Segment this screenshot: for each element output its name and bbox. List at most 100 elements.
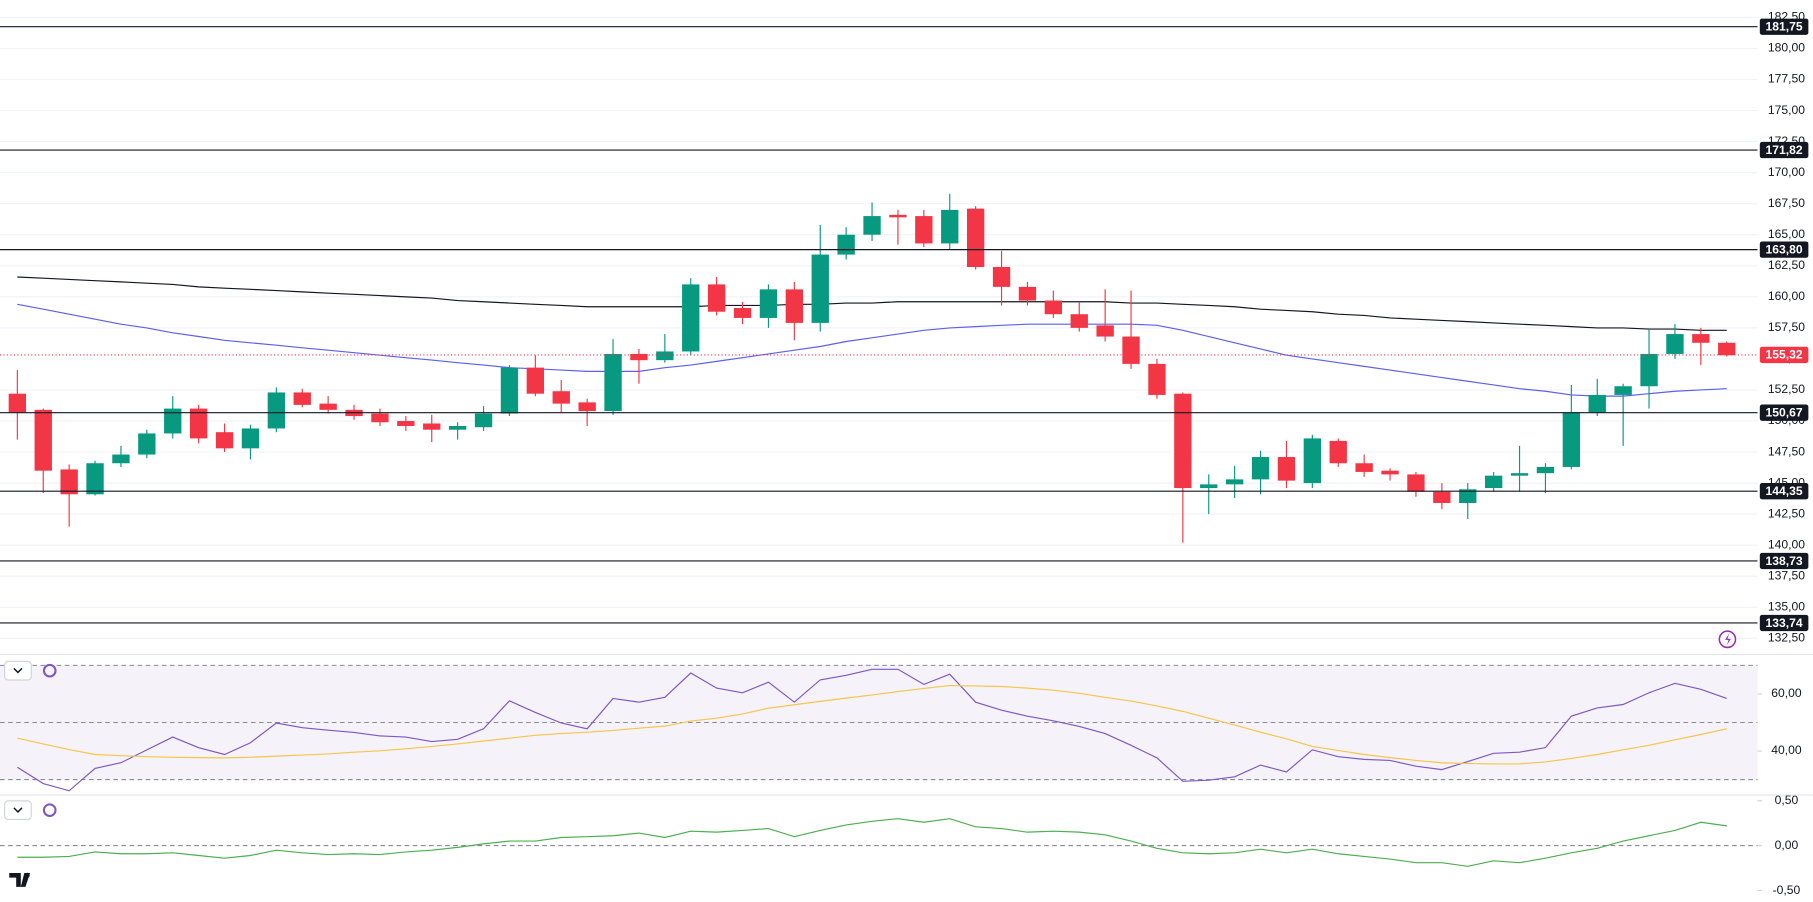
candle-body xyxy=(578,402,596,412)
candle-body xyxy=(1225,479,1244,485)
y-tick-label: 147,50 xyxy=(1768,444,1805,458)
last-price-box xyxy=(1759,346,1809,364)
candle-body xyxy=(1510,473,1529,476)
candle-body xyxy=(1536,466,1555,474)
candle-body xyxy=(759,289,778,318)
pane-controls[interactable] xyxy=(4,660,57,821)
y-tick-label: 140,00 xyxy=(1768,537,1805,551)
candle-body xyxy=(34,409,52,471)
candle-body xyxy=(1148,363,1166,395)
candle-body xyxy=(319,403,337,410)
level-label-box xyxy=(1759,552,1809,570)
candle-body xyxy=(60,469,78,495)
grid xyxy=(0,16,1763,892)
level-label-box xyxy=(1759,404,1809,421)
candle-body xyxy=(1096,325,1114,337)
candle-body xyxy=(863,216,881,235)
collapse-button[interactable] xyxy=(4,800,32,821)
candle-body xyxy=(837,234,855,255)
y-tick-label: 167,50 xyxy=(1768,196,1805,210)
candle-body xyxy=(1303,438,1322,484)
candle-body xyxy=(1666,334,1684,354)
candle-body xyxy=(941,209,959,244)
candle-body xyxy=(552,391,570,404)
y-tick-label: 165,00 xyxy=(1768,227,1805,241)
candle-body xyxy=(785,289,804,323)
candle-body xyxy=(1588,394,1606,413)
candle-body xyxy=(164,408,182,434)
candle-body xyxy=(1614,386,1632,395)
y-tick-label: 180,00 xyxy=(1768,41,1805,55)
candle-body xyxy=(811,254,829,323)
candle-body xyxy=(526,367,545,394)
candle-body xyxy=(889,214,907,218)
y-tick-label: 160,00 xyxy=(1768,289,1805,303)
candle-body xyxy=(1407,474,1425,492)
candle-body xyxy=(474,413,493,428)
indicator-line xyxy=(17,818,1727,867)
candle-body xyxy=(992,267,1011,287)
candle-body xyxy=(966,208,985,268)
candle-body xyxy=(215,432,234,449)
moving-average xyxy=(17,303,1727,397)
level-label-box xyxy=(1759,614,1809,632)
level-label-box xyxy=(1759,241,1809,258)
indicator-line xyxy=(17,668,1727,792)
level-label-box xyxy=(1759,18,1809,35)
candle-body xyxy=(1718,342,1736,356)
y-tick-label: 175,00 xyxy=(1768,103,1805,117)
alert-icon[interactable] xyxy=(1718,630,1737,649)
y-tick-label: 132,50 xyxy=(1768,631,1805,645)
indicator-line xyxy=(17,684,1727,765)
level-label-box xyxy=(1759,483,1809,500)
candle-body xyxy=(604,353,622,412)
level-label: 138,73 xyxy=(1766,554,1803,568)
moving-average xyxy=(17,276,1727,331)
candle-body xyxy=(1329,440,1347,464)
sync-icon[interactable] xyxy=(42,663,57,678)
candle-body xyxy=(112,454,130,464)
collapse-button[interactable] xyxy=(4,660,32,681)
candle-body xyxy=(1122,336,1140,364)
level-label: 133,74 xyxy=(1766,616,1803,630)
candle-body xyxy=(1381,470,1399,475)
level-label: 181,75 xyxy=(1766,19,1803,33)
y-tick-label: 135,00 xyxy=(1768,599,1805,613)
y-tick-label: 157,50 xyxy=(1768,320,1805,334)
y-tick-label: 40,00 xyxy=(1771,743,1802,757)
candle-body xyxy=(1459,489,1477,503)
y-tick-label: 60,00 xyxy=(1771,686,1802,700)
candle-body xyxy=(1044,300,1063,315)
candle-body xyxy=(448,425,467,430)
y-tick-label: 162,50 xyxy=(1768,258,1805,272)
candle-body xyxy=(8,393,27,413)
bolt xyxy=(1725,633,1731,646)
candle-body xyxy=(1018,286,1037,301)
candle-body xyxy=(1070,314,1088,328)
candle-body xyxy=(267,392,286,429)
level-label: 171,82 xyxy=(1766,143,1803,157)
y-tick-label: 152,50 xyxy=(1768,382,1805,396)
chevron-icon xyxy=(13,667,23,674)
level-label: 163,80 xyxy=(1766,242,1803,256)
marks xyxy=(0,26,1758,867)
candle-body xyxy=(86,463,104,495)
candle-body xyxy=(682,284,700,352)
y-tick-label: 142,50 xyxy=(1768,506,1805,520)
y-tick-label: 0,50 xyxy=(1775,793,1799,807)
candle-body xyxy=(1562,412,1581,467)
level-label: 150,67 xyxy=(1766,405,1803,419)
candle-body xyxy=(241,428,260,449)
level-label: 144,35 xyxy=(1766,484,1803,498)
y-tick-label: 170,00 xyxy=(1768,165,1805,179)
logo[interactable] xyxy=(9,872,31,887)
candle-body xyxy=(1484,475,1503,489)
y-tick-label: -0,50 xyxy=(1773,883,1801,897)
sync-icon[interactable] xyxy=(42,803,57,818)
level-label-box xyxy=(1759,141,1809,159)
candle-body xyxy=(500,367,519,414)
candle-body xyxy=(630,353,648,361)
logo-shape xyxy=(9,872,31,887)
